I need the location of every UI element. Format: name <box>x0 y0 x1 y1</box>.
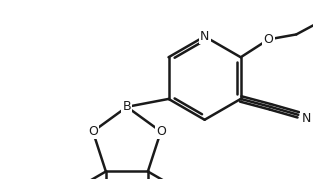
Text: O: O <box>156 125 166 138</box>
Text: B: B <box>122 100 131 113</box>
Text: N: N <box>301 112 311 125</box>
Text: O: O <box>88 125 98 138</box>
Text: O: O <box>263 33 273 46</box>
Text: N: N <box>200 30 209 43</box>
